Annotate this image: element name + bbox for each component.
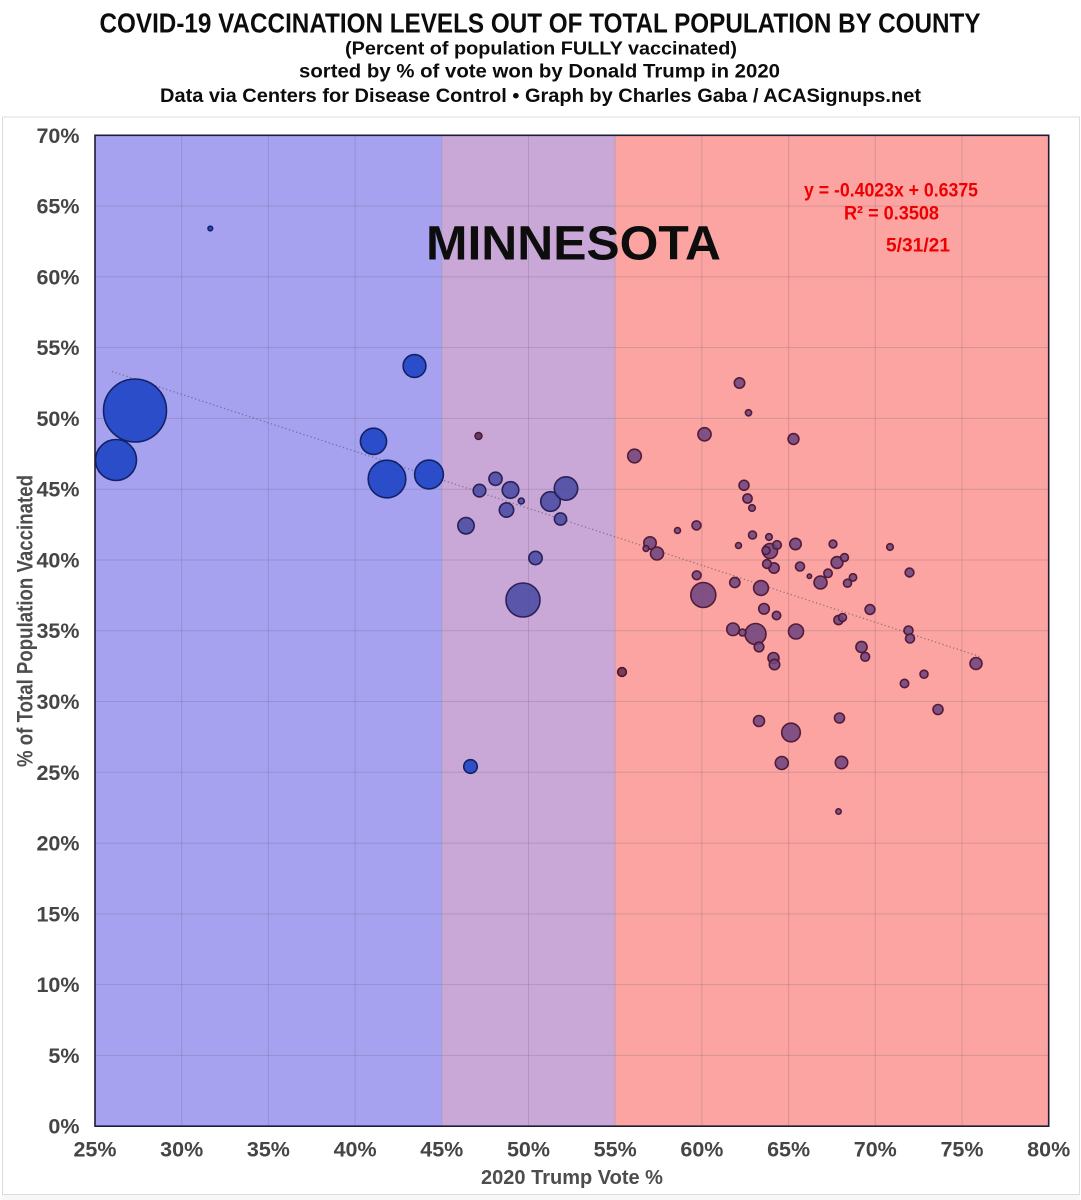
svg-text:40%: 40% [36, 549, 79, 573]
svg-text:80%: 80% [1027, 1138, 1070, 1162]
svg-text:y = -0.4023x + 0.6375: y = -0.4023x + 0.6375 [804, 181, 978, 202]
svg-text:sorted by % of vote won by Don: sorted by % of vote won by Donald Trump … [299, 62, 780, 83]
svg-text:25%: 25% [73, 1138, 116, 1162]
svg-text:55%: 55% [36, 336, 79, 360]
svg-text:(Percent of population FULLY v: (Percent of population FULLY vaccinated) [345, 38, 737, 59]
svg-text:% of Total Population Vaccinat: % of Total Population Vaccinated [12, 475, 37, 767]
svg-text:R² = 0.3508: R² = 0.3508 [844, 204, 939, 225]
svg-text:25%: 25% [36, 761, 79, 785]
svg-text:70%: 70% [854, 1138, 897, 1162]
svg-text:60%: 60% [680, 1138, 723, 1162]
svg-text:40%: 40% [334, 1138, 377, 1162]
svg-text:COVID-19 VACCINATION LEVELS OU: COVID-19 VACCINATION LEVELS OUT OF TOTAL… [100, 8, 981, 39]
svg-text:20%: 20% [36, 832, 79, 856]
svg-text:45%: 45% [36, 478, 79, 502]
svg-text:0%: 0% [48, 1115, 79, 1139]
svg-text:35%: 35% [247, 1138, 290, 1162]
svg-text:10%: 10% [36, 973, 79, 997]
svg-text:65%: 65% [36, 195, 79, 219]
svg-text:30%: 30% [36, 690, 79, 714]
svg-text:5%: 5% [48, 1044, 79, 1068]
svg-text:60%: 60% [36, 265, 79, 289]
svg-text:15%: 15% [36, 902, 79, 926]
svg-text:MINNESOTA: MINNESOTA [426, 218, 721, 271]
svg-text:45%: 45% [420, 1138, 463, 1162]
svg-text:65%: 65% [767, 1138, 810, 1162]
svg-text:70%: 70% [36, 124, 79, 148]
svg-text:30%: 30% [160, 1138, 203, 1162]
svg-text:2020 Trump Vote %: 2020 Trump Vote % [481, 1167, 663, 1189]
svg-text:50%: 50% [36, 407, 79, 431]
svg-text:35%: 35% [36, 619, 79, 643]
svg-text:Data via Centers for Disease C: Data via Centers for Disease Control • G… [160, 86, 922, 107]
svg-text:75%: 75% [940, 1138, 983, 1162]
svg-text:50%: 50% [507, 1138, 550, 1162]
svg-text:5/31/21: 5/31/21 [886, 236, 950, 257]
svg-text:55%: 55% [594, 1138, 637, 1162]
